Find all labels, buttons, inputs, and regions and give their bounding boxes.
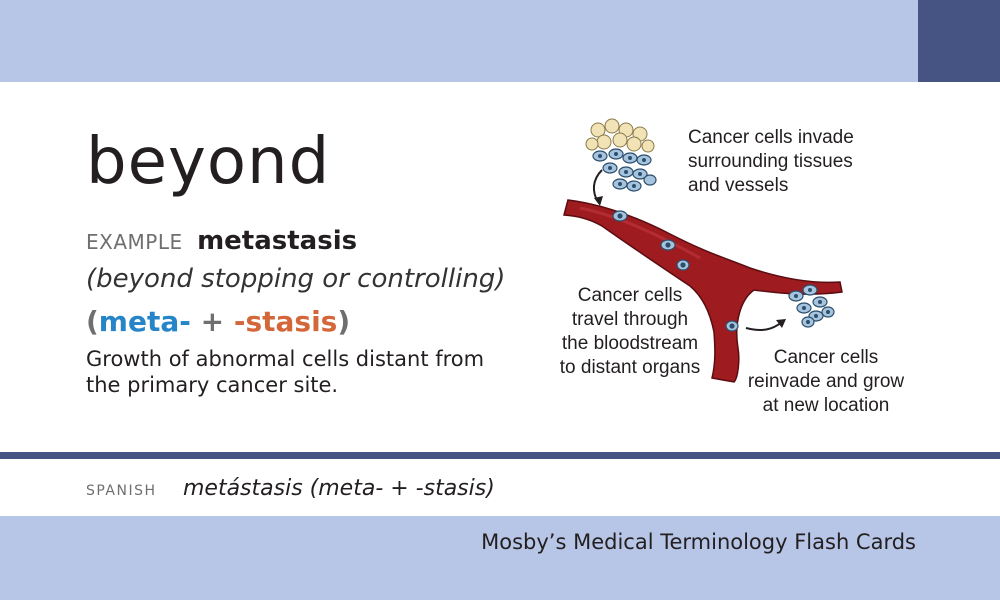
caption-line: reinvade and grow — [747, 371, 905, 392]
caption-line: Cancer cells invade — [688, 127, 854, 148]
caption-invade: Cancer cells invade surrounding tissues … — [688, 126, 928, 198]
suffix-part: -stasis — [233, 305, 338, 338]
caption-line: and vessels — [688, 175, 789, 196]
example-label: EXAMPLE — [86, 230, 183, 254]
corner-block — [918, 0, 1000, 82]
primary-tumor-cluster — [585, 118, 657, 192]
top-band — [0, 0, 1000, 82]
metastasis-illustration — [563, 118, 843, 383]
footer-title: Mosby’s Medical Terminology Flash Cards — [481, 530, 916, 554]
arrow-icon — [592, 169, 603, 206]
caption-line: to distant organs — [559, 357, 701, 378]
gloss: (beyond stopping or controlling) — [86, 264, 506, 294]
arrow-icon — [745, 319, 786, 331]
bottom-band — [0, 516, 1000, 600]
spanish-translation: metástasis (meta- + -stasis) — [182, 476, 495, 501]
caption-line: the bloodstream — [561, 333, 699, 354]
caption-reinvade: Cancer cells reinvade and grow at new lo… — [728, 346, 924, 418]
caption-line: Cancer cells — [577, 285, 683, 306]
close-paren: ) — [337, 305, 351, 338]
definition: Growth of abnormal cells distant from th… — [86, 347, 485, 397]
caption-travel: Cancer cells travel through the bloodstr… — [540, 284, 720, 380]
circulating-cells — [612, 210, 739, 332]
prefix-part: meta- — [98, 305, 191, 338]
caption-line: at new location — [762, 395, 890, 416]
open-paren: ( — [86, 305, 99, 338]
plus-sign: + — [200, 305, 225, 338]
divider-rule — [0, 452, 1000, 459]
term-heading: beyond — [86, 125, 331, 199]
blood-vessel — [563, 199, 843, 383]
caption-line: surrounding tissues — [688, 151, 853, 172]
spanish-row: SPANISH metástasis (meta- + -stasis) — [86, 476, 495, 501]
caption-line: Cancer cells — [773, 347, 879, 368]
example-word: metastasis — [197, 226, 358, 256]
word-parts: (meta- + -stasis) — [86, 305, 350, 338]
example-row: EXAMPLE metastasis — [86, 226, 357, 256]
caption-line: travel through — [571, 309, 689, 330]
spanish-label: SPANISH — [86, 483, 157, 499]
